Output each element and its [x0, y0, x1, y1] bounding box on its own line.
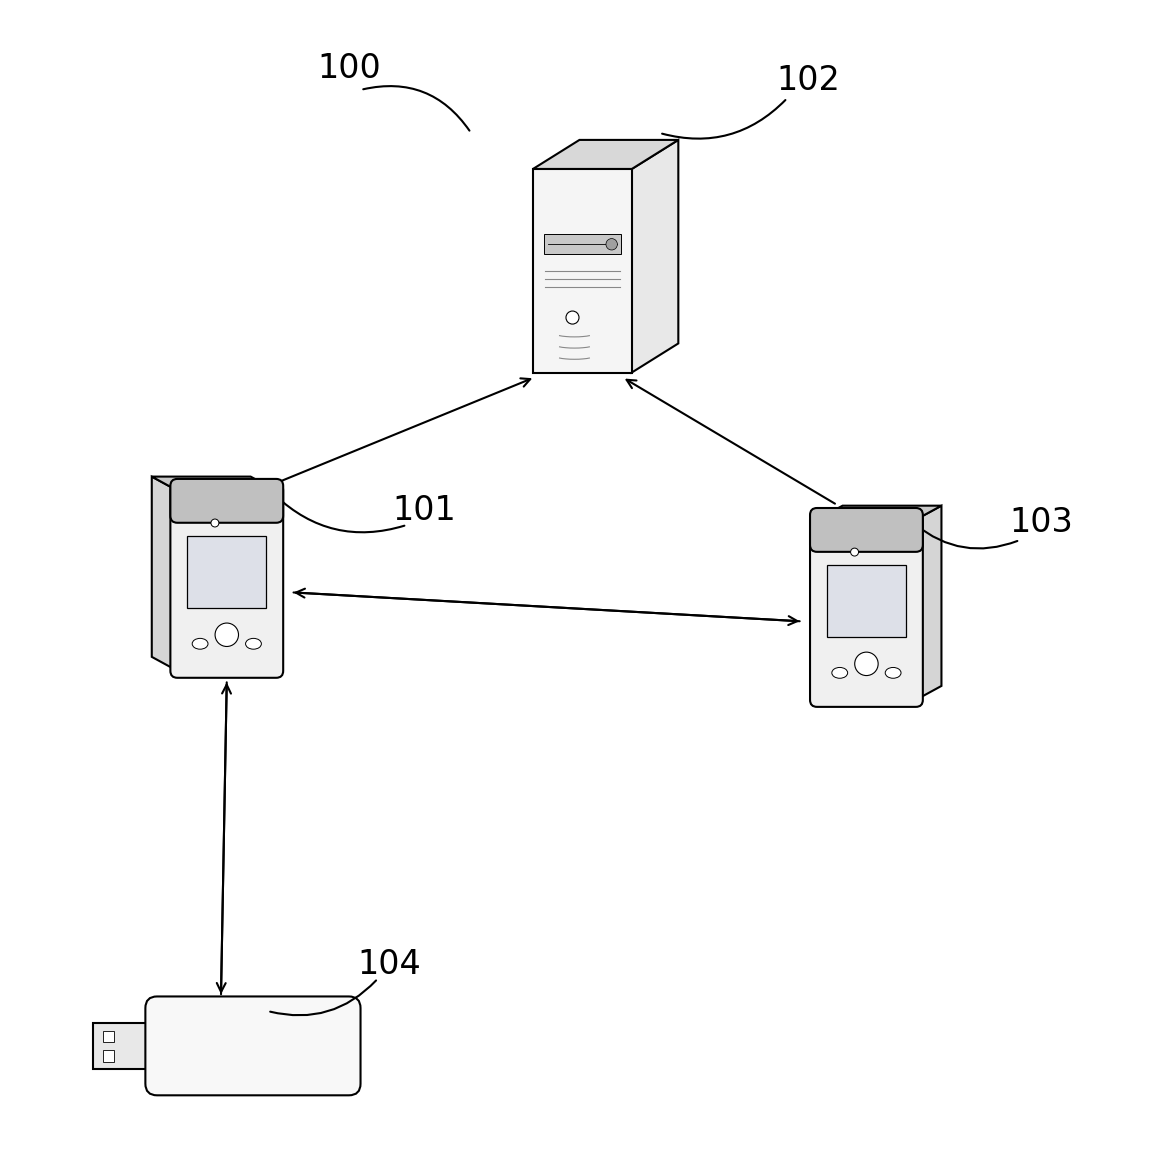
- Polygon shape: [102, 1031, 114, 1043]
- FancyBboxPatch shape: [145, 996, 361, 1096]
- Polygon shape: [916, 506, 942, 700]
- Text: 103: 103: [1009, 506, 1072, 540]
- Circle shape: [855, 652, 878, 676]
- Text: 101: 101: [393, 494, 456, 528]
- Polygon shape: [93, 1023, 157, 1069]
- FancyBboxPatch shape: [544, 235, 621, 255]
- Ellipse shape: [885, 667, 901, 678]
- Circle shape: [566, 311, 579, 324]
- Text: 104: 104: [358, 948, 421, 981]
- Ellipse shape: [832, 667, 848, 678]
- Circle shape: [606, 238, 618, 250]
- Polygon shape: [632, 140, 678, 373]
- Circle shape: [211, 518, 219, 527]
- Polygon shape: [151, 476, 277, 490]
- Text: 102: 102: [777, 65, 840, 97]
- FancyBboxPatch shape: [809, 508, 923, 551]
- Polygon shape: [533, 169, 632, 373]
- FancyBboxPatch shape: [827, 564, 906, 637]
- Circle shape: [215, 623, 238, 646]
- FancyBboxPatch shape: [170, 479, 284, 523]
- Polygon shape: [151, 476, 177, 671]
- FancyBboxPatch shape: [170, 483, 284, 678]
- Circle shape: [850, 548, 858, 556]
- Ellipse shape: [192, 638, 208, 649]
- FancyBboxPatch shape: [809, 513, 923, 707]
- Polygon shape: [816, 506, 942, 520]
- FancyBboxPatch shape: [187, 536, 266, 608]
- Text: 100: 100: [317, 53, 380, 86]
- Ellipse shape: [245, 638, 262, 649]
- Polygon shape: [533, 140, 678, 169]
- Polygon shape: [102, 1050, 114, 1062]
